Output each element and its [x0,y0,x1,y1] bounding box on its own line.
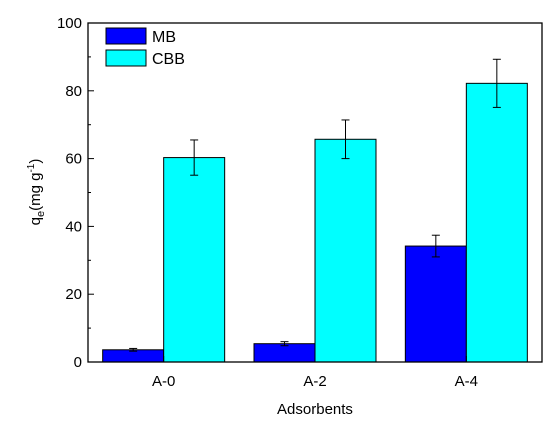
y-tick-label: 60 [65,151,82,168]
x-axis-ticks: A-0 A-2 A-4 [152,356,478,390]
bar-cbb-a-2 [314,138,377,363]
legend-swatch-cbb [105,49,147,67]
bar-cbb-a-4 [465,82,528,363]
x-tick-label: A-4 [455,373,478,390]
error-bar-mb-a-4 [431,234,440,258]
legend-label-cbb: CBB [152,51,185,68]
y-tick-label: 0 [74,354,82,371]
y-tick-label: 20 [65,286,82,303]
y-tick-label: 100 [57,15,82,32]
legend-label-mb: MB [152,29,176,46]
legend: MB CBB [105,27,185,68]
bar-mb-a-4 [404,245,467,363]
error-bar-cbb-a-4 [492,58,501,108]
bar-mb-a-2 [253,343,316,363]
bars-layer [102,82,528,363]
x-axis-label: Adsorbents [277,401,353,418]
x-tick-label: A-2 [303,373,326,390]
error-bar-cbb-a-0 [190,139,199,176]
y-tick-label: 40 [65,218,82,235]
error-bars-layer [129,58,501,352]
error-bar-mb-a-0 [129,347,138,352]
y-axis-label: qe(mg g-1) [26,159,47,226]
error-bar-cbb-a-2 [341,119,350,160]
error-bar-mb-a-2 [280,341,289,347]
legend-swatch-mb [105,27,147,45]
y-axis-ticks: 0 20 40 60 80 100 [57,15,94,371]
y-tick-label: 80 [65,83,82,100]
x-tick-label: A-0 [152,373,175,390]
bar-cbb-a-0 [163,157,226,363]
